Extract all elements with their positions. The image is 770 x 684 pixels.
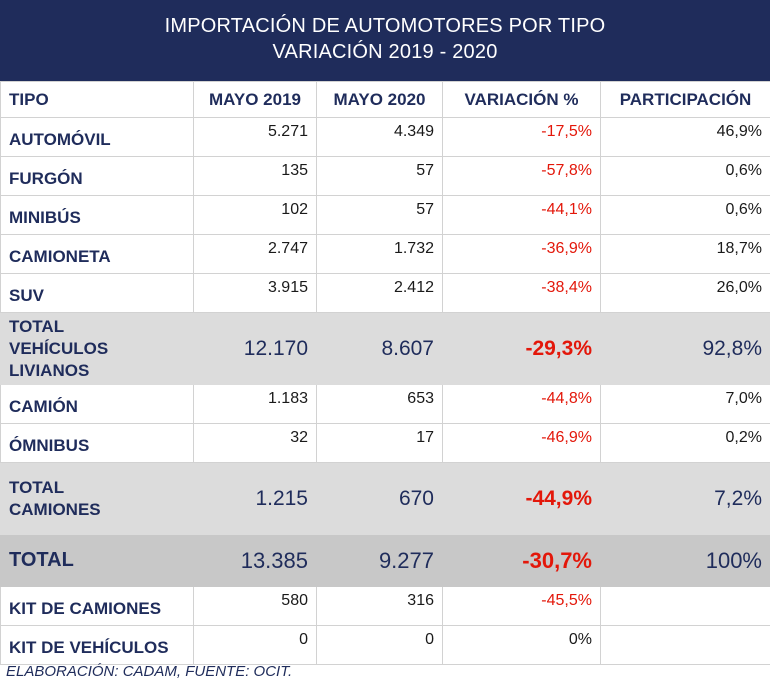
- row-label: MINIBÚS: [0, 195, 194, 235]
- cell-variacion: -44,8%: [442, 384, 601, 424]
- cell-mayo-2019: 3.915: [193, 273, 317, 313]
- table-row-omnibus: ÓMNIBUS 32 17 -46,9% 0,2%: [0, 423, 770, 463]
- table-row-furgon: FURGÓN 135 57 -57,8% 0,6%: [0, 156, 770, 196]
- cell-mayo-2020: 670: [316, 462, 443, 535]
- cell-variacion: -38,4%: [442, 273, 601, 313]
- cell-participacion: 18,7%: [600, 234, 770, 274]
- cell-mayo-2020: 1.732: [316, 234, 443, 274]
- cell-variacion: -29,3%: [442, 312, 601, 385]
- cell-mayo-2019: 135: [193, 156, 317, 196]
- cell-mayo-2020: 57: [316, 195, 443, 235]
- cell-participacion: 7,0%: [600, 384, 770, 424]
- subtotal-row-livianos: TOTAL VEHÍCULOS LIVIANOS 12.170 8.607 -29…: [0, 312, 770, 385]
- cell-participacion: [600, 625, 770, 665]
- table-header-banner: IMPORTACIÓN DE AUTOMOTORES POR TIPO VARI…: [0, 0, 770, 81]
- cell-participacion: 7,2%: [600, 462, 770, 535]
- total-row: TOTAL 13.385 9.277 -30,7% 100%: [0, 534, 770, 587]
- cell-variacion: -17,5%: [442, 117, 601, 157]
- cell-variacion: -44,9%: [442, 462, 601, 535]
- row-label: AUTOMÓVIL: [0, 117, 194, 157]
- cell-variacion: -30,7%: [442, 534, 601, 587]
- cell-mayo-2019: 5.271: [193, 117, 317, 157]
- subtotal-label-line-1: TOTAL: [9, 477, 65, 497]
- table-row-minibus: MINIBÚS 102 57 -44,1% 0,6%: [0, 195, 770, 235]
- row-label: KIT DE VEHÍCULOS: [0, 625, 194, 665]
- title-line-1: IMPORTACIÓN DE AUTOMOTORES POR TIPO: [164, 15, 606, 37]
- cell-mayo-2019: 2.747: [193, 234, 317, 274]
- title-line-2: VARIACIÓN 2019 - 2020: [272, 41, 498, 63]
- cell-mayo-2020: 2.412: [316, 273, 443, 313]
- cell-mayo-2019: 1.215: [193, 462, 317, 535]
- subtotal-label-line-1: TOTAL: [9, 316, 65, 336]
- cell-participacion: 46,9%: [600, 117, 770, 157]
- cell-participacion: 0,6%: [600, 195, 770, 235]
- source-footnote: ELABORACIÓN: CADAM, FUENTE: OCIT.: [6, 663, 293, 680]
- column-header-mayo-2019: MAYO 2019: [193, 81, 317, 118]
- cell-variacion: 0%: [442, 625, 601, 665]
- row-label: SUV: [0, 273, 194, 313]
- cell-mayo-2019: 102: [193, 195, 317, 235]
- cell-mayo-2019: 580: [193, 586, 317, 626]
- cell-variacion: -46,9%: [442, 423, 601, 463]
- cell-mayo-2019: 1.183: [193, 384, 317, 424]
- cell-mayo-2019: 12.170: [193, 312, 317, 385]
- subtotal-label-line-2: CAMIONES: [9, 499, 101, 519]
- table-row-automovil: AUTOMÓVIL 5.271 4.349 -17,5% 46,9%: [0, 117, 770, 157]
- subtotal-label: TOTAL CAMIONES: [0, 462, 194, 535]
- cell-participacion: 0,6%: [600, 156, 770, 196]
- column-header-row: TIPO MAYO 2019 MAYO 2020 VARIACIÓN % PAR…: [0, 81, 770, 118]
- cell-variacion: -57,8%: [442, 156, 601, 196]
- row-label: CAMIONETA: [0, 234, 194, 274]
- table-row-kit-vehiculos: KIT DE VEHÍCULOS 0 0 0%: [0, 625, 770, 665]
- total-label: TOTAL: [0, 534, 194, 587]
- column-header-participacion: PARTICIPACIÓN: [600, 81, 770, 118]
- column-header-mayo-2020: MAYO 2020: [316, 81, 443, 118]
- cell-mayo-2020: 0: [316, 625, 443, 665]
- cell-mayo-2020: 653: [316, 384, 443, 424]
- row-label: ÓMNIBUS: [0, 423, 194, 463]
- cell-participacion: 26,0%: [600, 273, 770, 313]
- table-row-camioneta: CAMIONETA 2.747 1.732 -36,9% 18,7%: [0, 234, 770, 274]
- cell-variacion: -45,5%: [442, 586, 601, 626]
- import-table: TIPO MAYO 2019 MAYO 2020 VARIACIÓN % PAR…: [0, 81, 770, 665]
- row-label: FURGÓN: [0, 156, 194, 196]
- table-row-kit-camiones: KIT DE CAMIONES 580 316 -45,5%: [0, 586, 770, 626]
- cell-mayo-2020: 4.349: [316, 117, 443, 157]
- cell-participacion: 92,8%: [600, 312, 770, 385]
- cell-mayo-2019: 0: [193, 625, 317, 665]
- table-row-suv: SUV 3.915 2.412 -38,4% 26,0%: [0, 273, 770, 313]
- cell-mayo-2020: 316: [316, 586, 443, 626]
- cell-mayo-2020: 17: [316, 423, 443, 463]
- cell-mayo-2019: 13.385: [193, 534, 317, 587]
- table-row-camion: CAMIÓN 1.183 653 -44,8% 7,0%: [0, 384, 770, 424]
- cell-variacion: -44,1%: [442, 195, 601, 235]
- row-label: CAMIÓN: [0, 384, 194, 424]
- row-label: KIT DE CAMIONES: [0, 586, 194, 626]
- cell-mayo-2020: 57: [316, 156, 443, 196]
- column-header-variacion: VARIACIÓN %: [442, 81, 601, 118]
- subtotal-label-line-2: VEHÍCULOS LIVIANOS: [9, 338, 109, 380]
- cell-participacion: 0,2%: [600, 423, 770, 463]
- column-header-tipo: TIPO: [0, 81, 194, 118]
- cell-participacion: [600, 586, 770, 626]
- cell-mayo-2020: 8.607: [316, 312, 443, 385]
- subtotal-label: TOTAL VEHÍCULOS LIVIANOS: [0, 312, 194, 385]
- subtotal-row-camiones: TOTAL CAMIONES 1.215 670 -44,9% 7,2%: [0, 462, 770, 535]
- cell-variacion: -36,9%: [442, 234, 601, 274]
- cell-mayo-2019: 32: [193, 423, 317, 463]
- cell-mayo-2020: 9.277: [316, 534, 443, 587]
- cell-participacion: 100%: [600, 534, 770, 587]
